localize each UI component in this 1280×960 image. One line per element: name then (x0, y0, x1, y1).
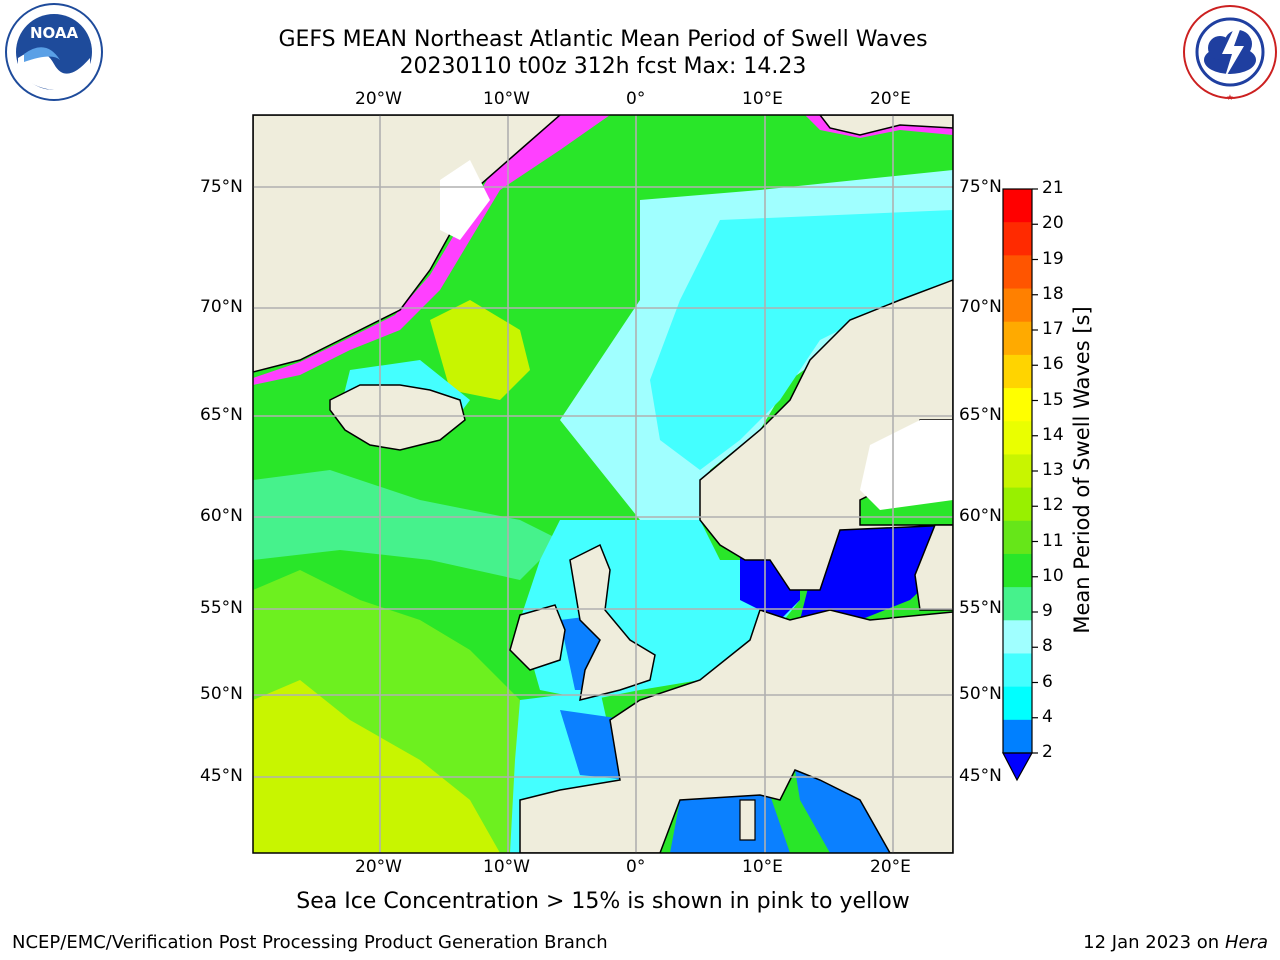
svg-text:★: ★ (1226, 93, 1233, 102)
colorbar-tick-label: 16 (1042, 354, 1064, 375)
lat-label-left-65n: 65°N (200, 405, 243, 425)
lat-label-right-70n: 70°N (959, 297, 1002, 317)
colorbar-segment (1003, 421, 1032, 455)
colorbar-tick-label: 4 (1042, 706, 1053, 727)
colorbar-segment (1003, 321, 1032, 356)
colorbar-tick-label: 15 (1042, 389, 1064, 410)
footer-machine: Hera (1224, 932, 1268, 953)
colorbar-segment (1003, 620, 1032, 654)
colorbar-segment (1003, 454, 1032, 489)
colorbar-tick-label: 21 (1042, 178, 1064, 198)
lon-label-bottom-20e: 20°E (870, 857, 911, 877)
swell-region-baltic-low (800, 525, 953, 620)
lon-label-top-0: 0° (626, 89, 646, 109)
colorbar-tick-label: 10 (1042, 565, 1064, 586)
greenland-ice-gap (440, 160, 490, 240)
swell-region-mediterranean-low (670, 795, 790, 853)
swell-region-adriatic-low (795, 770, 890, 853)
colorbar-tick-label: 19 (1042, 248, 1064, 269)
lat-label-right-45n: 45°N (959, 766, 1002, 786)
colorbar-segment (1003, 520, 1032, 555)
colorbar-segment (1003, 487, 1032, 522)
colorbar-tick-label: 18 (1042, 283, 1064, 304)
land-baltics (914, 524, 953, 611)
lon-label-top-20e: 20°E (870, 89, 911, 109)
footer-date-text: 12 Jan 2023 on (1083, 932, 1220, 953)
swell-region-12-13 (253, 680, 500, 853)
chart-title: GEFS MEAN Northeast Atlantic Mean Period… (278, 27, 928, 52)
colorbar-tick-label: 14 (1042, 424, 1064, 445)
colorbar-segment (1003, 587, 1032, 621)
colorbar-segment (1003, 553, 1032, 588)
colorbar-segment (1003, 255, 1032, 290)
land-iceland (329, 384, 466, 451)
lat-label-left-75n: 75°N (200, 177, 243, 197)
lat-label-left-45n: 45°N (200, 766, 243, 786)
lon-label-top-10e: 10°E (742, 89, 783, 109)
noaa-logo: NOAA (5, 3, 103, 101)
colorbar-extend-arrow (1002, 752, 1034, 782)
colorbar-segment (1003, 288, 1032, 323)
colorbar-tick-label: 11 (1042, 530, 1064, 551)
colorbar-segment (1003, 653, 1032, 688)
lat-label-right-75n: 75°N (959, 177, 1002, 197)
colorbar-tick-label: 8 (1042, 636, 1053, 657)
lat-label-right-50n: 50°N (959, 684, 1002, 704)
land-svalbard (819, 115, 953, 136)
lat-label-left-60n: 60°N (200, 506, 243, 526)
noaa-logo-text: NOAA (30, 24, 79, 42)
colorbar-segment (1003, 354, 1032, 389)
colorbar-tick-label: 17 (1042, 319, 1064, 339)
map-frame (252, 114, 954, 854)
lat-label-right-60n: 60°N (959, 506, 1002, 526)
colorbar (1003, 188, 1038, 754)
swell-region-norwegian-sea-high (430, 300, 530, 400)
land-ireland (509, 604, 566, 671)
gulf-of-bothnia-ice (860, 420, 953, 510)
lon-label-bottom-20w: 20°W (355, 857, 402, 877)
sea-ice-note: Sea Ice Concentration > 15% is shown in … (296, 889, 910, 914)
map-area (253, 115, 953, 853)
colorbar-frame (1002, 188, 1033, 754)
footer-organization: NCEP/EMC/Verification Post Processing Pr… (12, 932, 608, 953)
colorbar-tick-label: 13 (1042, 460, 1064, 480)
land-continental-europe (519, 609, 953, 853)
colorbar-segment (1003, 686, 1032, 721)
colorbar-tick-label: 6 (1042, 671, 1053, 692)
colorbar-segment (1003, 388, 1032, 422)
land-corsica-sardinia (739, 799, 756, 841)
lon-label-top-10w: 10°W (483, 89, 530, 109)
nws-logo: ★ (1183, 5, 1277, 102)
footer-date: 12 Jan 2023 on Hera (1083, 932, 1268, 953)
lat-label-left-50n: 50°N (200, 684, 243, 704)
lon-label-bottom-0: 0° (626, 857, 646, 877)
colorbar-tick-label: 9 (1042, 601, 1053, 621)
colorbar-segment (1003, 719, 1032, 754)
map-grid (253, 115, 953, 853)
swell-region-9-10 (253, 470, 560, 580)
lon-label-bottom-10e: 10°E (742, 857, 783, 877)
land-great-britain (569, 543, 656, 702)
colorbar-segment (1003, 189, 1032, 223)
lat-label-right-65n: 65°N (959, 405, 1002, 425)
lon-label-top-20w: 20°W (355, 89, 402, 109)
lon-label-bottom-10w: 10°W (483, 857, 530, 877)
colorbar-segment (1003, 222, 1032, 256)
chart-subtitle: 20230110 t00z 312h fcst Max: 14.23 (399, 54, 807, 79)
lat-label-left-55n: 55°N (200, 598, 243, 618)
colorbar-tick-label: 2 (1042, 742, 1053, 762)
lat-label-right-55n: 55°N (959, 598, 1002, 618)
swell-region-6-8 (650, 210, 953, 470)
colorbar-tick-label: 12 (1042, 495, 1064, 516)
lat-label-left-70n: 70°N (200, 297, 243, 317)
colorbar-tick-label: 20 (1042, 213, 1064, 234)
